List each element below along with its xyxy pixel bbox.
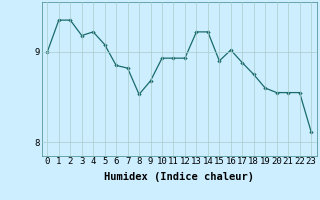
X-axis label: Humidex (Indice chaleur): Humidex (Indice chaleur) [104, 172, 254, 182]
